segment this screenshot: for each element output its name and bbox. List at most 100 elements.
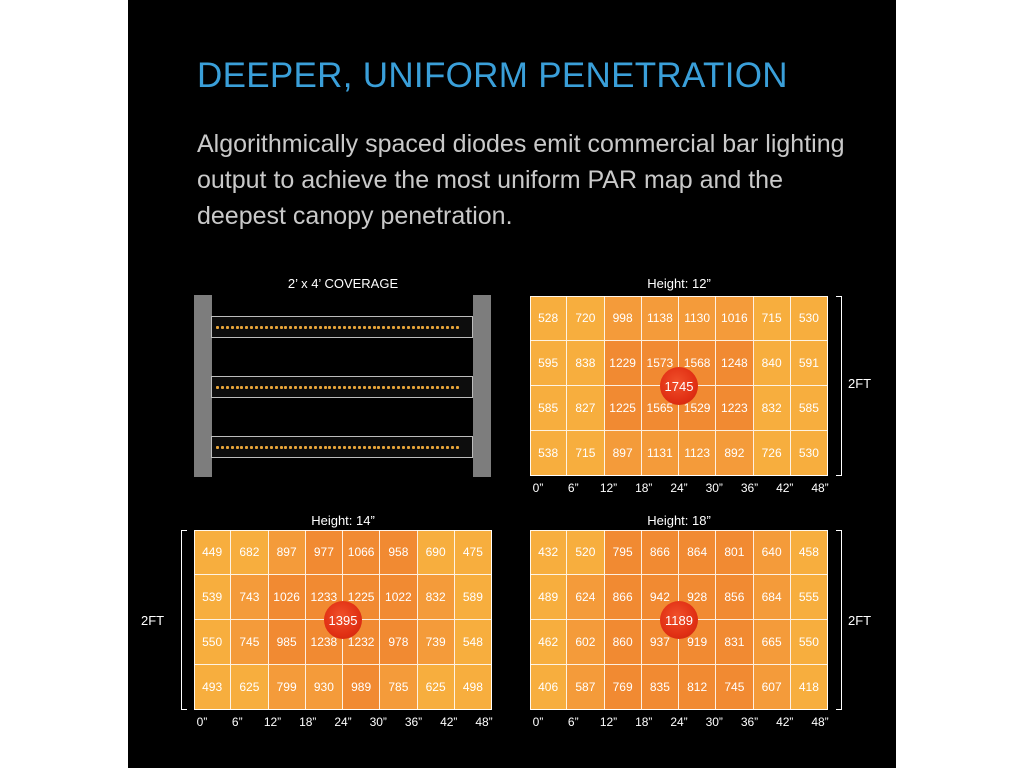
- led-diode: [308, 445, 312, 449]
- x-tick-label: 6”: [231, 715, 243, 729]
- led-diode: [255, 325, 259, 329]
- led-diode: [426, 385, 430, 389]
- heatmap-cell: 587: [567, 665, 605, 710]
- x-tick-label: 48”: [475, 715, 493, 729]
- led-diode: [250, 385, 254, 389]
- led-diode: [450, 445, 454, 449]
- led-diode: [260, 325, 264, 329]
- heatmap-cell: 665: [753, 620, 791, 665]
- heatmap-cell: 832: [417, 575, 455, 620]
- led-diode: [338, 385, 342, 389]
- heatmap-cell: 489: [530, 575, 568, 620]
- led-diode: [436, 445, 440, 449]
- led-diode: [235, 385, 239, 389]
- heatmap-cell: 585: [790, 386, 828, 431]
- heatmap-cell: 1232: [343, 620, 381, 665]
- led-diode: [279, 325, 283, 329]
- heatmap-cell: 530: [790, 431, 828, 476]
- led-diode: [406, 445, 410, 449]
- led-diode: [289, 385, 293, 389]
- heatmap-cell: 715: [567, 431, 605, 476]
- led-diode: [450, 325, 454, 329]
- peak-hotspot: 1745: [660, 367, 698, 405]
- led-diode: [445, 325, 449, 329]
- heatmap-cell: 726: [753, 431, 791, 476]
- led-diode: [396, 445, 400, 449]
- led-diode: [362, 325, 366, 329]
- heatmap-cell: 1130: [679, 296, 717, 341]
- led-diode: [455, 325, 459, 329]
- led-diode: [269, 325, 273, 329]
- heatmap-cell: 530: [790, 296, 828, 341]
- led-row: [216, 381, 468, 393]
- led-diode: [328, 385, 332, 389]
- heatmap-cell: 458: [790, 530, 828, 575]
- heatmap-cell: 585: [530, 386, 568, 431]
- heatmap-cell: 745: [716, 665, 754, 710]
- heatmap-cell: 897: [268, 530, 306, 575]
- heatmap-cell: 1248: [716, 341, 754, 386]
- led-diode: [387, 325, 391, 329]
- heatmap-cell: 1022: [380, 575, 418, 620]
- led-diode: [245, 325, 249, 329]
- led-diode: [216, 445, 219, 449]
- heatmap-cell: 550: [194, 620, 232, 665]
- led-diode: [328, 445, 332, 449]
- side-label: 2FT: [848, 613, 872, 628]
- led-diode: [269, 445, 273, 449]
- heatmap-cell: 690: [417, 530, 455, 575]
- led-diode: [445, 385, 449, 389]
- led-diode: [333, 385, 337, 389]
- led-diode: [426, 325, 430, 329]
- led-diode: [338, 325, 342, 329]
- heatmap-cell: 538: [530, 431, 568, 476]
- light-bar: [211, 436, 473, 458]
- par-map-14in: 449 682 897 977 1066 958 690 475 539 743 1026 1233 1…: [194, 530, 492, 710]
- heatmap-cell: 958: [380, 530, 418, 575]
- x-tick-label: 12”: [599, 715, 618, 729]
- heatmap-cell: 977: [305, 530, 343, 575]
- heatmap-cell: 1016: [716, 296, 754, 341]
- heatmap-cell: 449: [194, 530, 232, 575]
- heatmap-cell: 998: [604, 296, 642, 341]
- light-bar: [211, 376, 473, 398]
- led-diode: [274, 325, 278, 329]
- right-rack-post: [473, 295, 491, 477]
- led-diode: [352, 385, 356, 389]
- led-diode: [304, 325, 308, 329]
- led-diode: [387, 385, 391, 389]
- led-diode: [333, 445, 337, 449]
- led-diode: [367, 385, 371, 389]
- led-diode: [323, 445, 327, 449]
- x-tick-label: 30”: [705, 715, 723, 729]
- heatmap-cell: 520: [567, 530, 605, 575]
- led-diode: [392, 445, 396, 449]
- led-diode: [396, 325, 400, 329]
- led-diode: [250, 445, 254, 449]
- heatmap-cell: 550: [790, 620, 828, 665]
- heatmap-cell: 607: [753, 665, 791, 710]
- x-tick-label: 0”: [196, 715, 208, 729]
- x-tick-label: 0”: [532, 481, 544, 495]
- heatmap-cell: 539: [194, 575, 232, 620]
- heatmap-cell: 1225: [604, 386, 642, 431]
- led-diode: [416, 445, 420, 449]
- led-diode: [387, 445, 391, 449]
- heatmap-cell: 624: [567, 575, 605, 620]
- led-diode: [367, 445, 371, 449]
- heatmap-cell: 860: [604, 620, 642, 665]
- led-diode: [269, 385, 273, 389]
- led-diode: [431, 445, 435, 449]
- heatmap-cell: 930: [305, 665, 343, 710]
- led-diode: [382, 325, 386, 329]
- x-tick-label: 30”: [705, 481, 723, 495]
- heatmap-cell: 1529: [679, 386, 717, 431]
- led-diode: [406, 325, 410, 329]
- led-diode: [299, 325, 303, 329]
- x-tick-label: 18”: [299, 715, 317, 729]
- heatmap-cell: 418: [790, 665, 828, 710]
- led-diode: [235, 325, 239, 329]
- led-diode: [436, 385, 440, 389]
- led-diode: [392, 325, 396, 329]
- led-diode: [357, 445, 361, 449]
